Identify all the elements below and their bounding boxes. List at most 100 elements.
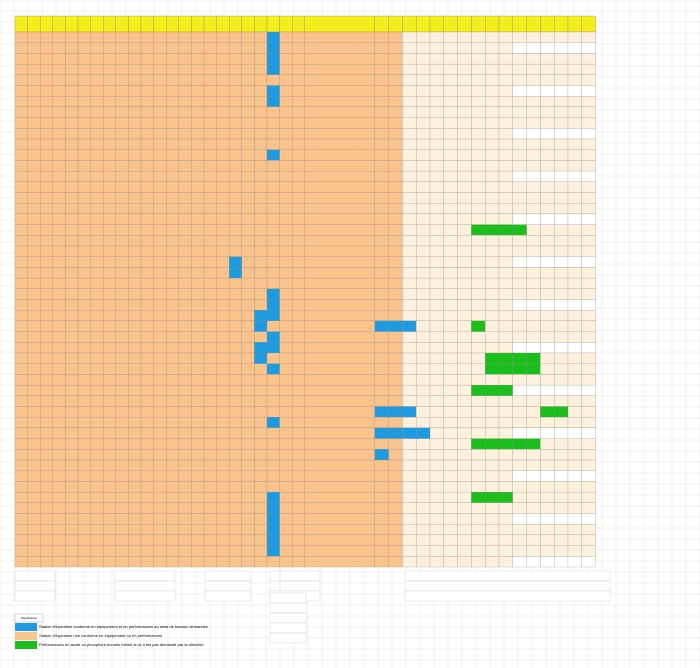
cell (216, 224, 230, 236)
cell (443, 352, 458, 364)
cell (52, 277, 66, 289)
cell (388, 417, 403, 429)
cell (77, 192, 91, 204)
cell (52, 438, 66, 450)
cell (27, 363, 41, 375)
cell (498, 459, 513, 471)
cell (266, 352, 280, 364)
cell (512, 299, 527, 311)
cell (140, 320, 154, 332)
cell (178, 117, 192, 129)
cell (526, 374, 541, 386)
cell (40, 192, 53, 204)
cell (292, 106, 305, 118)
cell (191, 96, 205, 108)
header-cell (279, 15, 293, 33)
cell (14, 502, 28, 514)
cell (254, 320, 268, 332)
cell (374, 138, 389, 150)
cell (485, 267, 500, 279)
cell (485, 74, 500, 86)
cell (191, 406, 205, 418)
cell (103, 513, 116, 525)
cell (266, 267, 280, 279)
cell (241, 256, 255, 268)
cell (567, 138, 582, 150)
cell (40, 31, 53, 43)
cell (203, 374, 217, 386)
cell (388, 459, 403, 471)
cell (65, 149, 79, 161)
cell (567, 85, 582, 97)
cell (416, 224, 431, 236)
cell (443, 42, 458, 54)
cell (52, 556, 66, 568)
cell (241, 438, 255, 450)
cell (77, 470, 91, 482)
cell (254, 53, 268, 65)
cell (191, 128, 205, 140)
cell (526, 524, 541, 536)
cell (128, 449, 142, 461)
cell (292, 85, 305, 97)
cell (554, 31, 569, 43)
cell (429, 491, 444, 503)
cell (166, 320, 179, 332)
cell (77, 85, 91, 97)
data-table (14, 15, 611, 644)
cell (115, 459, 129, 471)
cell (554, 331, 569, 343)
cell (567, 524, 582, 536)
cell (279, 427, 293, 439)
cell (416, 203, 431, 215)
cell (229, 213, 242, 225)
cell (429, 470, 444, 482)
cell (77, 224, 91, 236)
cell (140, 384, 154, 396)
cell (581, 235, 596, 247)
cell (14, 374, 28, 386)
cell (429, 63, 444, 75)
cell (52, 138, 66, 150)
legend-title: Signification (21, 616, 38, 620)
cell (40, 427, 53, 439)
cell (540, 363, 555, 375)
cell (526, 235, 541, 247)
cell (266, 31, 280, 43)
cell (457, 320, 472, 332)
cell (443, 438, 458, 450)
cell (128, 160, 142, 172)
cell (554, 374, 569, 386)
cell (292, 245, 305, 257)
cell (304, 395, 375, 407)
cell (567, 310, 582, 322)
cell (526, 160, 541, 172)
cell (402, 267, 417, 279)
cell (153, 481, 167, 493)
cell (254, 42, 268, 54)
cell (457, 363, 472, 375)
cell (115, 524, 129, 536)
cell (115, 256, 129, 268)
cell (178, 449, 192, 461)
cell (457, 524, 472, 536)
cell (374, 128, 389, 140)
stat-cell (269, 592, 307, 604)
cell (90, 459, 104, 471)
cell (526, 363, 541, 375)
cell (254, 395, 268, 407)
cell (457, 427, 472, 439)
cell (457, 203, 472, 215)
cell (540, 31, 555, 43)
cell (512, 513, 527, 525)
cell (115, 53, 129, 65)
cell (14, 342, 28, 354)
cell (191, 63, 205, 75)
cell (388, 63, 403, 75)
cell (279, 63, 293, 75)
cell (65, 31, 79, 43)
summary-cell (114, 590, 176, 602)
cell (65, 192, 79, 204)
cell (279, 449, 293, 461)
cell (304, 384, 375, 396)
